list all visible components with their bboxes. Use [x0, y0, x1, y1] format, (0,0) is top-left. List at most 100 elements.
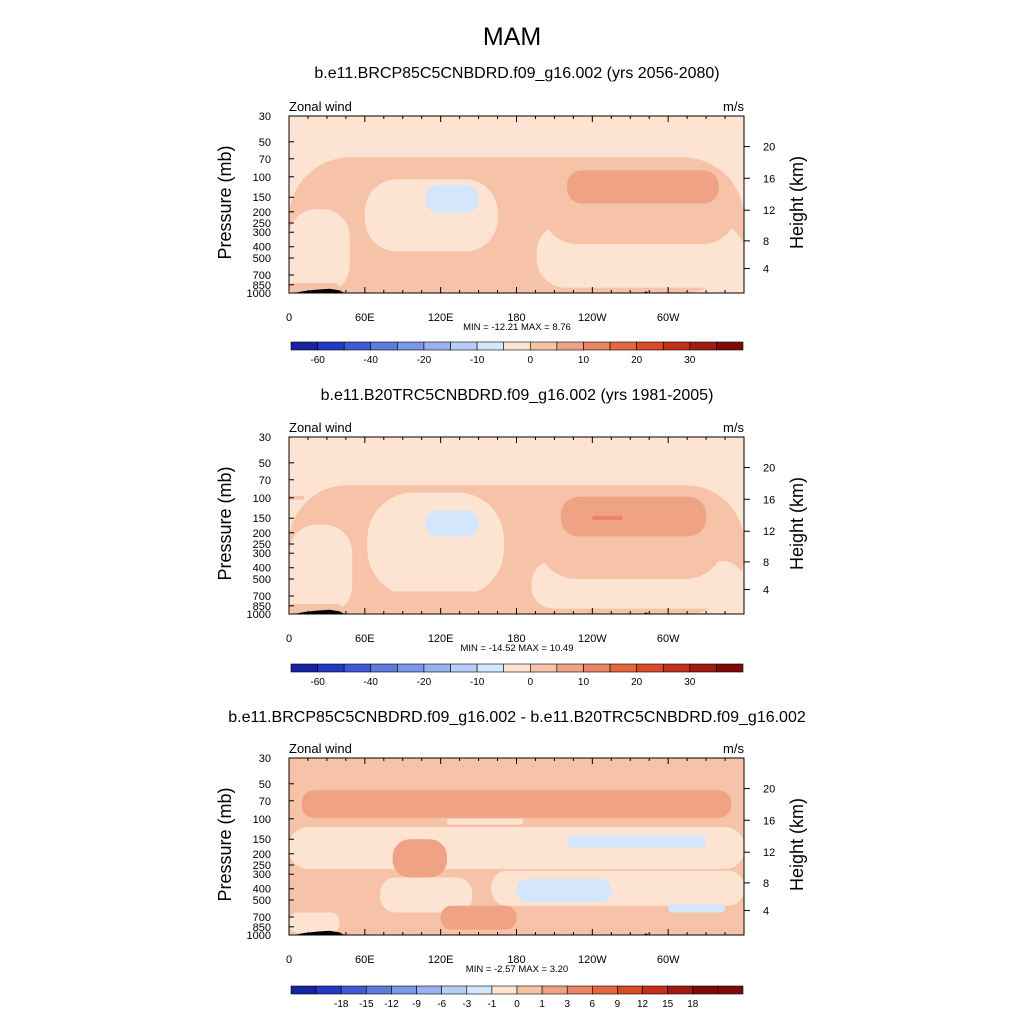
- colorbar-box: [391, 985, 417, 995]
- height-tick-label: 16: [763, 494, 775, 506]
- colorbar-label: -40: [364, 677, 379, 688]
- contour-field: [289, 437, 744, 614]
- y-tick-label: 1000: [247, 930, 271, 942]
- y-tick-label: 250: [253, 539, 271, 551]
- x-tick-label: 60E: [355, 633, 375, 645]
- colorbar-label: -10: [470, 355, 485, 366]
- contour-field: [289, 758, 744, 935]
- contour-region-upper-westerly-increase: [301, 790, 732, 818]
- colorbar-label: 10: [578, 355, 590, 366]
- colorbar-box: [617, 985, 643, 995]
- variable-label: Zonal wind: [289, 741, 352, 756]
- colorbar-box: [476, 341, 505, 351]
- colorbar-box: [636, 341, 664, 351]
- topography-andes: [644, 612, 648, 614]
- x-tick-label: 120W: [578, 312, 607, 324]
- y-tick-label: 50: [259, 779, 271, 791]
- colorbar-label: -18: [334, 999, 349, 1010]
- height-tick-label: 8: [763, 878, 769, 890]
- y-tick-label: 150: [253, 834, 271, 846]
- x-tick-label: 60W: [657, 954, 680, 966]
- contour-region-easterly-core-120e: [367, 492, 504, 596]
- x-tick-label: 180: [507, 633, 525, 645]
- y-tick-label: 700: [253, 270, 271, 282]
- colorbar-box: [290, 663, 318, 673]
- y-tick-label: 500: [253, 253, 271, 265]
- min-max-stats: MIN = -12.21 MAX = 8.76: [463, 322, 571, 333]
- colorbar-label: 30: [684, 677, 696, 688]
- colorbar-label: 20: [631, 677, 643, 688]
- figure-title: MAM: [483, 23, 541, 51]
- colorbar-box: [566, 985, 593, 995]
- y-tick-label: 30: [259, 111, 271, 123]
- colorbar-box: [583, 341, 611, 351]
- colorbar-box: [583, 663, 611, 673]
- y-tick-label: 850: [253, 922, 271, 934]
- height-tick-label: 12: [763, 526, 775, 538]
- colorbar-box: [290, 985, 317, 995]
- colorbar-label: 3: [564, 999, 570, 1010]
- y-tick-label: 150: [253, 192, 271, 204]
- contour-region-lower-trop-easterly-west: [289, 912, 340, 933]
- x-tick-label: 60E: [355, 312, 375, 324]
- y-tick-label: 850: [253, 601, 271, 613]
- colorbar-box: [592, 985, 618, 995]
- height-tick-label: 8: [763, 236, 769, 248]
- contour-field: [289, 116, 744, 293]
- colorbar-box: [516, 985, 543, 995]
- topography-africa: [294, 609, 345, 614]
- contour-region-upper-easterly-patch: [446, 818, 523, 825]
- contour-region-tropopause-easterly-band: [289, 827, 744, 869]
- height-tick-label: 4: [763, 264, 769, 276]
- colorbar-box: [541, 985, 568, 995]
- y-tick-label: 700: [253, 912, 271, 924]
- panel-title: b.e11.BRCP85C5CNBDRD.f09_g16.002 (yrs 20…: [314, 65, 719, 82]
- colorbar-label: 1: [539, 999, 545, 1010]
- height-tick-label: 12: [763, 847, 775, 859]
- height-tick-label: 16: [763, 815, 775, 827]
- colorbar-box: [416, 985, 442, 995]
- colorbar-label: -20: [417, 677, 432, 688]
- y-tick-label: 30: [259, 753, 271, 765]
- y-tick-label: 100: [253, 172, 271, 184]
- x-tick-label: 120W: [578, 954, 607, 966]
- x-tick-label: 180: [507, 954, 525, 966]
- colorbar-box: [343, 341, 372, 351]
- contour-region-westerly-blip-100: [289, 495, 305, 500]
- colorbar-label: -60: [310, 355, 325, 366]
- y-tick-label: 250: [253, 860, 271, 872]
- colorbar-box: [529, 341, 558, 351]
- height-axis-label: Height (km): [787, 156, 807, 249]
- colorbar-box: [397, 663, 425, 673]
- panel-historical: b.e11.B20TRC5CNBDRD.f09_g16.002 (yrs 198…: [215, 387, 807, 688]
- colorbar-box: [476, 663, 505, 673]
- colorbar-label: 0: [528, 355, 534, 366]
- height-tick-label: 16: [763, 173, 775, 185]
- contour-region-pacific-mid-easterly-core: [516, 879, 612, 902]
- height-tick-label: 20: [763, 784, 775, 796]
- y-tick-label: 400: [253, 884, 271, 896]
- colorbar-box: [340, 985, 367, 995]
- colorbar-box: [315, 985, 342, 995]
- contour-region-westerly-lower-trop-east: [352, 268, 492, 291]
- colorbar-box: [441, 985, 468, 995]
- colorbar-box: [662, 663, 691, 673]
- colorbar-label: 15: [662, 999, 674, 1010]
- variable-label: Zonal wind: [289, 99, 352, 114]
- y-tick-label: 850: [253, 280, 271, 292]
- y-tick-label: 300: [253, 227, 271, 239]
- colorbar-box: [556, 663, 584, 673]
- variable-label: Zonal wind: [289, 420, 352, 435]
- panel-title: b.e11.BRCP85C5CNBDRD.f09_g16.002 - b.e11…: [228, 709, 806, 726]
- colorbar-label: 18: [687, 999, 699, 1010]
- colorbar-box: [317, 341, 345, 351]
- x-tick-label: 60W: [657, 633, 680, 645]
- colorbar-label: 9: [615, 999, 621, 1010]
- colorbar-box: [689, 663, 717, 673]
- units-label: m/s: [723, 741, 744, 756]
- colorbar-label: -10: [470, 677, 485, 688]
- colorbar-label: -60: [310, 677, 325, 688]
- y-tick-label: 250: [253, 218, 271, 230]
- height-tick-label: 20: [763, 142, 775, 154]
- x-tick-label: 60W: [657, 312, 680, 324]
